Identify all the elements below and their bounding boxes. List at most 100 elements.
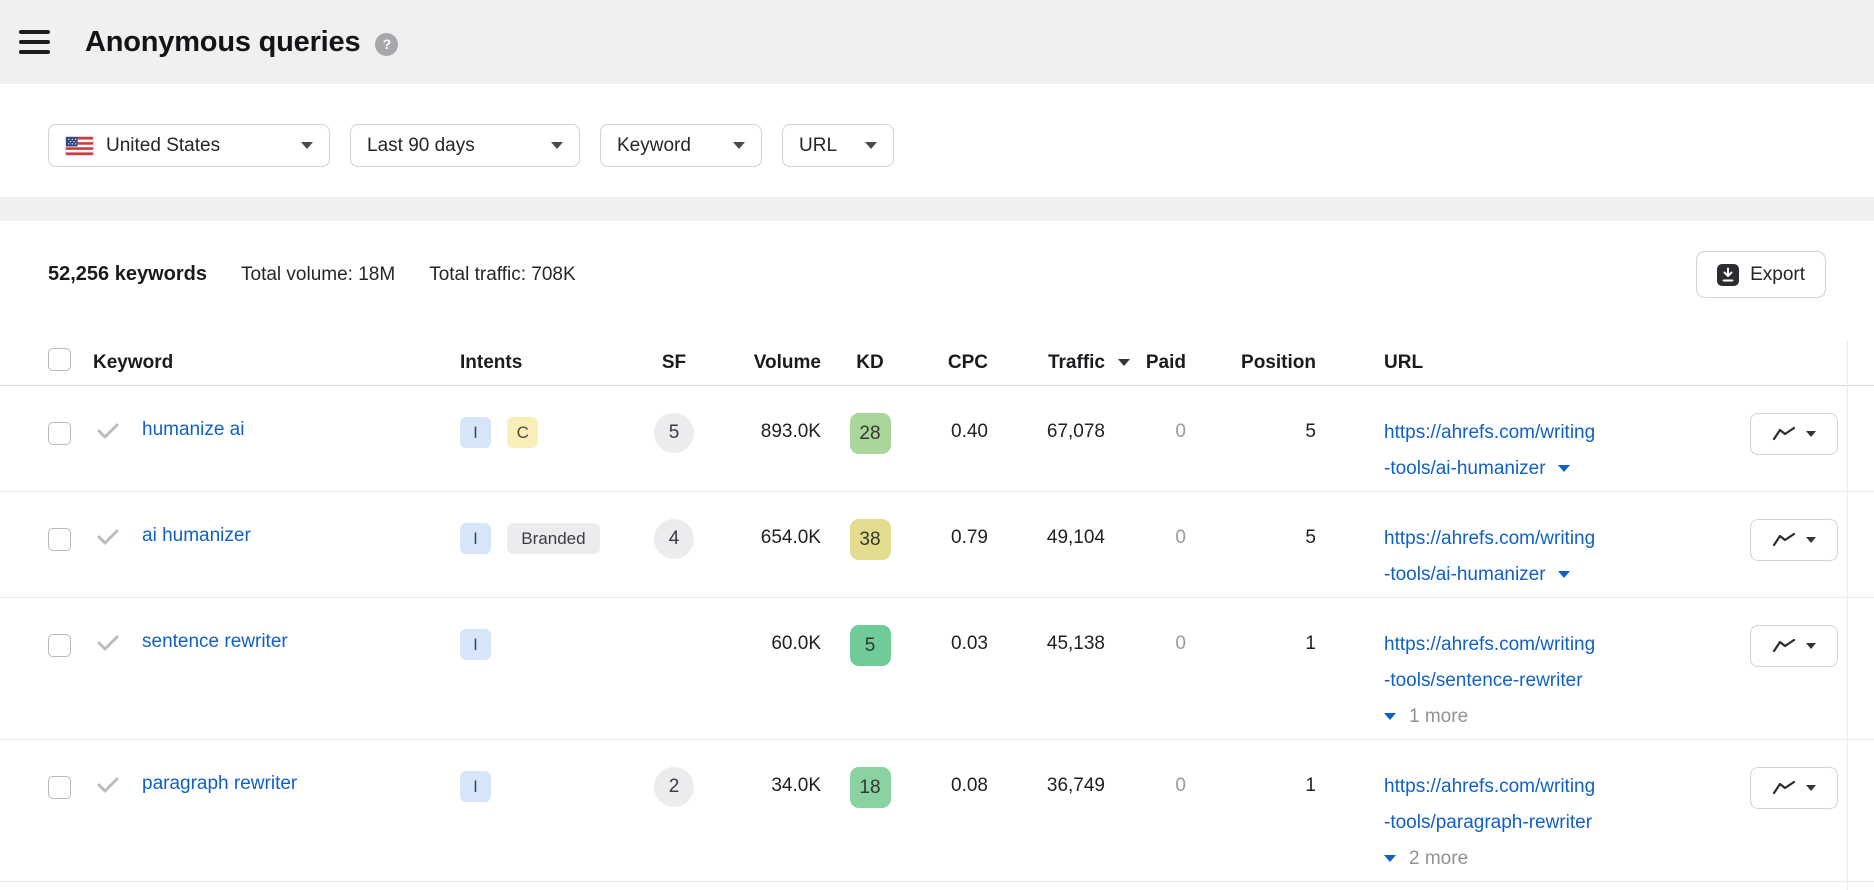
line-chart-icon xyxy=(1772,532,1796,546)
table-row: sentence rewriter I 60.0K 5 0.03 45,138 … xyxy=(0,597,1874,740)
us-flag-icon xyxy=(65,135,94,156)
paid-value: 0 xyxy=(1108,739,1189,882)
chevron-down-icon[interactable] xyxy=(1384,854,1396,862)
position-history-button[interactable] xyxy=(1750,412,1838,455)
intent-badge-commercial: C xyxy=(507,416,539,448)
check-icon xyxy=(97,777,119,792)
row-checkbox[interactable] xyxy=(48,421,71,445)
intent-badge-branded: Branded xyxy=(507,522,600,554)
column-header-kd[interactable]: KD xyxy=(824,341,916,386)
sort-desc-icon xyxy=(1118,358,1130,366)
select-all-checkbox[interactable] xyxy=(48,348,71,372)
kd-badge: 5 xyxy=(849,624,891,666)
table-row: ai humanizer I Branded 4 654.0K 38 0.79 … xyxy=(0,491,1874,598)
intent-badge-informational: I xyxy=(460,522,491,554)
table-row: humanize ai I C 5 893.0K 28 0.40 67,078 … xyxy=(0,385,1874,492)
column-header-sf[interactable]: SF xyxy=(648,341,700,386)
more-urls-toggle[interactable]: 1 more xyxy=(1409,705,1469,727)
keyword-link[interactable]: sentence rewriter xyxy=(142,630,288,652)
url-link[interactable]: https://ahrefs.com/writing xyxy=(1384,421,1596,443)
position-value: 1 xyxy=(1189,597,1319,740)
cpc-value: 0.79 xyxy=(916,491,991,598)
check-icon xyxy=(97,529,119,544)
column-header-cpc[interactable]: CPC xyxy=(916,341,991,386)
filter-bar: United States Last 90 days Keyword URL xyxy=(0,84,1874,197)
summary-bar: 52,256 keywords Total volume: 18M Total … xyxy=(0,221,1874,298)
paid-value: 0 xyxy=(1108,491,1189,598)
column-header-intents[interactable]: Intents xyxy=(456,341,648,386)
column-header-volume[interactable]: Volume xyxy=(700,341,824,386)
keyword-link[interactable]: paragraph rewriter xyxy=(142,772,298,794)
position-history-button[interactable] xyxy=(1750,766,1838,809)
url-link[interactable]: -tools/paragraph-rewriter xyxy=(1384,811,1593,833)
keyword-link[interactable]: ai humanizer xyxy=(142,524,251,546)
keyword-link[interactable]: humanize ai xyxy=(142,418,245,440)
volume-value: 654.0K xyxy=(700,491,824,598)
date-range-filter-dropdown[interactable]: Last 90 days xyxy=(350,124,580,167)
traffic-value: 36,749 xyxy=(991,739,1108,882)
row-checkbox[interactable] xyxy=(48,775,71,799)
url-link[interactable]: -tools/sentence-rewriter xyxy=(1384,669,1583,691)
traffic-value: 67,078 xyxy=(991,385,1108,492)
total-traffic: Total traffic: 708K xyxy=(429,263,576,285)
kd-badge: 38 xyxy=(849,518,891,560)
intent-badge-informational: I xyxy=(460,628,491,660)
chevron-down-icon xyxy=(551,142,563,149)
help-icon[interactable]: ? xyxy=(375,32,399,56)
column-header-traffic[interactable]: Traffic xyxy=(991,341,1130,386)
row-checkbox[interactable] xyxy=(48,527,71,551)
section-divider xyxy=(0,197,1874,221)
chevron-down-icon[interactable] xyxy=(1384,712,1396,720)
more-urls-toggle[interactable]: 2 more xyxy=(1409,847,1469,869)
position-value: 5 xyxy=(1189,491,1319,598)
chevron-down-icon[interactable] xyxy=(1557,464,1570,472)
chevron-down-icon xyxy=(1806,642,1816,649)
serp-features-count: 5 xyxy=(654,412,694,453)
cpc-value: 0.03 xyxy=(916,597,991,740)
position-history-button[interactable] xyxy=(1750,624,1838,667)
download-icon xyxy=(1717,263,1740,286)
paid-value: 0 xyxy=(1108,597,1189,740)
column-header-position[interactable]: Position xyxy=(1189,341,1319,386)
menu-icon[interactable] xyxy=(19,30,51,54)
keywords-count: 52,256 keywords xyxy=(48,263,207,285)
kd-badge: 18 xyxy=(849,766,891,808)
url-link[interactable]: https://ahrefs.com/writing xyxy=(1384,527,1596,549)
line-chart-icon xyxy=(1772,780,1796,794)
traffic-header-label: Traffic xyxy=(1047,351,1105,373)
check-icon xyxy=(97,423,119,438)
traffic-value: 45,138 xyxy=(991,597,1108,740)
chevron-down-icon xyxy=(1806,536,1816,543)
results-panel: 52,256 keywords Total volume: 18M Total … xyxy=(0,221,1874,890)
chevron-down-icon xyxy=(865,142,877,149)
column-header-url[interactable]: URL xyxy=(1319,341,1745,386)
keyword-filter-label: Keyword xyxy=(617,134,691,156)
cpc-value: 0.08 xyxy=(916,739,991,882)
line-chart-icon xyxy=(1772,638,1796,652)
row-checkbox[interactable] xyxy=(48,633,71,657)
url-link[interactable]: https://ahrefs.com/writing xyxy=(1384,633,1596,655)
keyword-filter-dropdown[interactable]: Keyword xyxy=(600,124,762,167)
chevron-down-icon xyxy=(1806,784,1816,791)
export-button[interactable]: Export xyxy=(1696,251,1826,298)
date-range-filter-label: Last 90 days xyxy=(367,134,475,156)
volume-value: 893.0K xyxy=(700,385,824,492)
country-filter-dropdown[interactable]: United States xyxy=(48,124,330,167)
position-value: 5 xyxy=(1189,385,1319,492)
chevron-down-icon[interactable] xyxy=(1557,570,1570,578)
volume-value: 34.0K xyxy=(700,739,824,882)
keywords-table: Keyword Intents SF Volume KD CPC Traffic… xyxy=(0,341,1874,882)
url-link[interactable]: https://ahrefs.com/writing xyxy=(1384,775,1596,797)
url-link[interactable]: -tools/ai-humanizer xyxy=(1384,563,1546,585)
country-filter-label: United States xyxy=(106,134,221,156)
total-volume: Total volume: 18M xyxy=(241,263,396,285)
intent-badge-informational: I xyxy=(460,416,491,448)
line-chart-icon xyxy=(1772,426,1796,440)
intent-badge-informational: I xyxy=(460,770,491,802)
check-icon xyxy=(97,635,119,650)
url-filter-label: URL xyxy=(799,134,838,156)
column-header-keyword[interactable]: Keyword xyxy=(84,341,456,386)
position-history-button[interactable] xyxy=(1750,518,1838,561)
url-filter-dropdown[interactable]: URL xyxy=(782,124,894,167)
url-link[interactable]: -tools/ai-humanizer xyxy=(1384,457,1546,479)
